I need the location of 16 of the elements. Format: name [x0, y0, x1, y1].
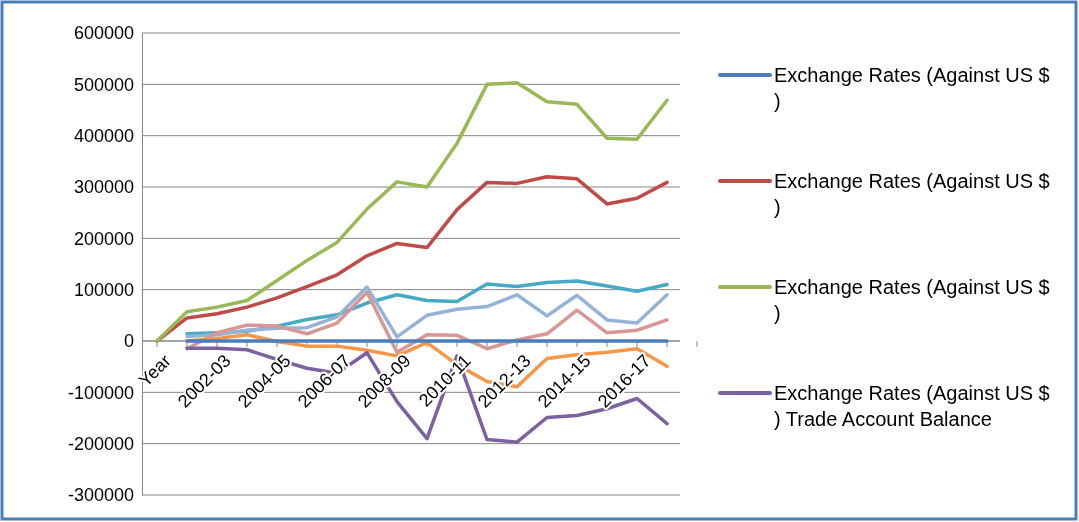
y-tick-label: -200000 [67, 433, 134, 454]
y-tick-label: -300000 [67, 485, 134, 506]
x-tick-label: Year [134, 350, 175, 391]
y-tick-label: -100000 [67, 382, 134, 403]
legend-label: Exchange Rates (Against US $ ) [774, 276, 1050, 324]
line-series [155, 81, 669, 343]
legend-label: Exchange Rates (Against US $ ) [774, 64, 1050, 112]
y-tick-label: 500000 [73, 74, 134, 95]
y-tick-label: 100000 [73, 279, 134, 300]
y-tick-label: 400000 [73, 125, 134, 146]
legend-label: Exchange Rates (Against US $ ) Trade Account Balance [774, 382, 1050, 430]
y-tick-label: 600000 [73, 23, 134, 44]
y-tick-label: 0 [123, 331, 134, 352]
legend-label: Exchange Rates (Against US $ ) [774, 170, 1050, 218]
y-tick-label: 300000 [73, 177, 134, 198]
y-tick-label: 200000 [73, 228, 134, 249]
